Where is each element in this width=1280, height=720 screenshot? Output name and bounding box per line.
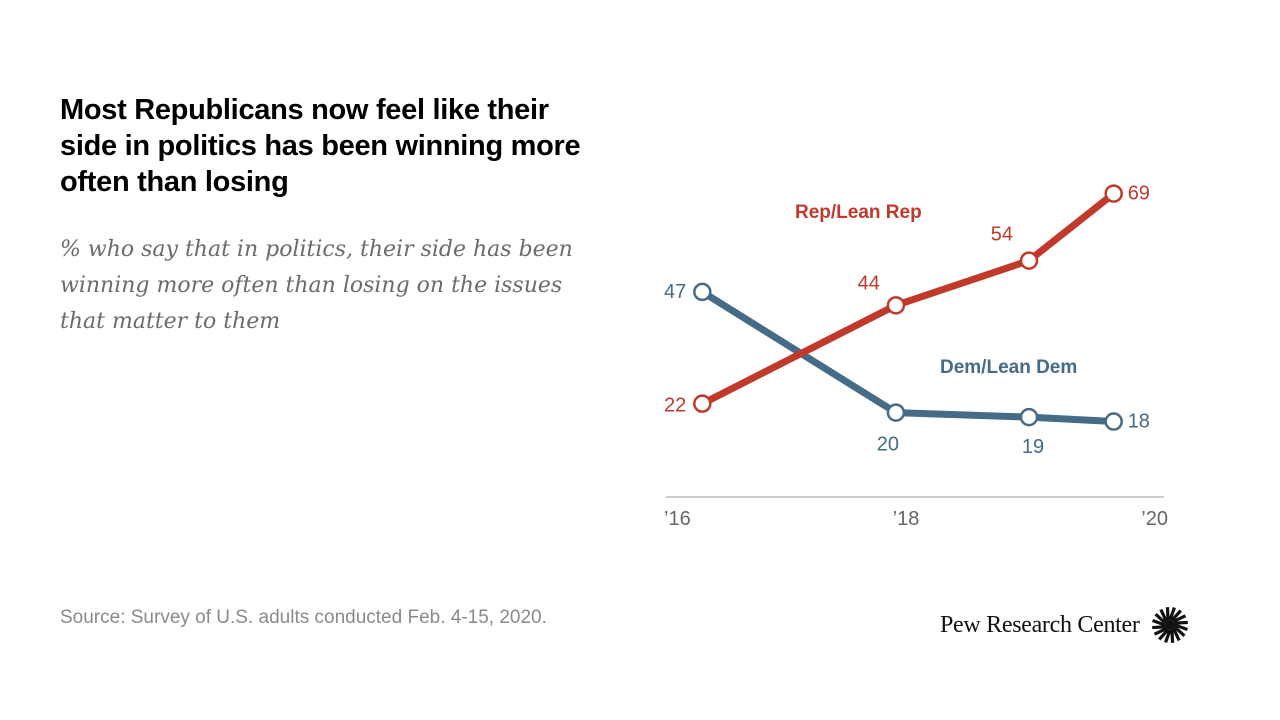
logo-text: Pew Research Center: [940, 611, 1140, 638]
chart-subtitle: % who say that in politics, their side h…: [60, 237, 573, 334]
legend-dem: Dem/Lean Dem: [940, 357, 1077, 378]
rep-data-label: 69: [1128, 183, 1150, 205]
dem-data-point: [1104, 412, 1123, 431]
pew-sunburst-icon: [1151, 607, 1188, 643]
dem-data-label: 20: [877, 434, 899, 456]
rep-data-label: 54: [991, 224, 1013, 246]
chart-title: Most Republicans now feel like their sid…: [60, 94, 581, 198]
source-note: Source: Survey of U.S. adults conducted …: [60, 607, 547, 628]
rep-series-line: [700, 190, 1116, 407]
legend-rep: Rep/Lean Rep: [795, 202, 922, 223]
dem-data-point: [693, 282, 712, 302]
dem-data-label: 19: [1022, 436, 1044, 458]
rep-data-point: [1104, 184, 1123, 203]
rep-data-point: [1019, 251, 1039, 270]
dem-data-label: 18: [1128, 411, 1150, 433]
x-tick-label: ’18: [893, 508, 920, 530]
x-tick-label: ’20: [1141, 508, 1168, 530]
rep-data-label: 44: [858, 272, 880, 294]
dem-data-point: [886, 403, 906, 422]
rep-data-label: 22: [664, 395, 686, 417]
dem-data-label: 47: [664, 281, 686, 303]
pew-logo: Pew Research Center: [940, 605, 1190, 645]
x-tick-label: ’16: [664, 508, 691, 530]
rep-data-point: [886, 296, 906, 315]
dem-data-point: [1019, 407, 1039, 427]
rep-data-point: [693, 394, 712, 413]
